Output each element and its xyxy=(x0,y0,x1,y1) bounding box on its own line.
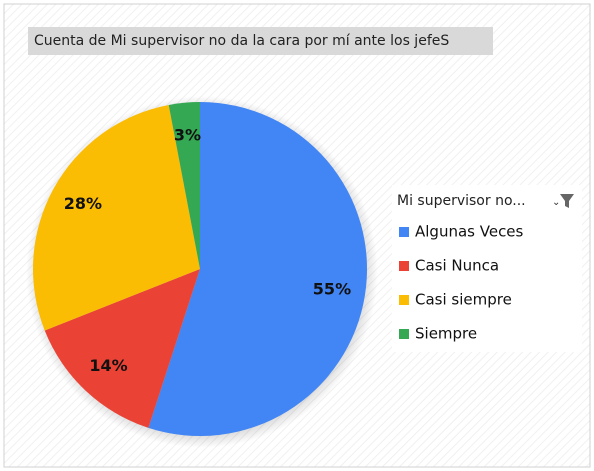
legend-label: Algunas Veces xyxy=(415,223,524,241)
pie-slice xyxy=(168,102,200,269)
data-label: 3% xyxy=(174,125,201,144)
legend-title: Mi supervisor no... xyxy=(397,193,526,209)
legend-swatch xyxy=(399,261,409,271)
legend-box xyxy=(392,185,582,352)
legend-label: Casi siempre xyxy=(415,291,512,309)
filter-button[interactable]: ⌄ xyxy=(545,190,577,212)
data-label: 28% xyxy=(64,194,102,213)
legend-label: Siempre xyxy=(415,325,477,343)
pie: 55% 14% 28% 3% xyxy=(32,102,367,437)
data-label: 55% xyxy=(313,279,351,298)
legend-swatch xyxy=(399,329,409,339)
pie-slice xyxy=(44,269,200,428)
pie-slice xyxy=(148,102,367,437)
title-box xyxy=(28,27,493,55)
legend-label: Casi Nunca xyxy=(415,257,499,275)
pie-slice xyxy=(32,104,200,331)
data-label: 14% xyxy=(89,356,127,375)
legend: Mi supervisor no... ⌄ Algunas Veces Casi … xyxy=(392,185,582,352)
chart-title: Cuenta de Mi supervisor no da la cara po… xyxy=(34,33,449,49)
svg-text:⌄: ⌄ xyxy=(552,197,560,208)
legend-swatch xyxy=(399,227,409,237)
legend-swatch xyxy=(399,295,409,305)
